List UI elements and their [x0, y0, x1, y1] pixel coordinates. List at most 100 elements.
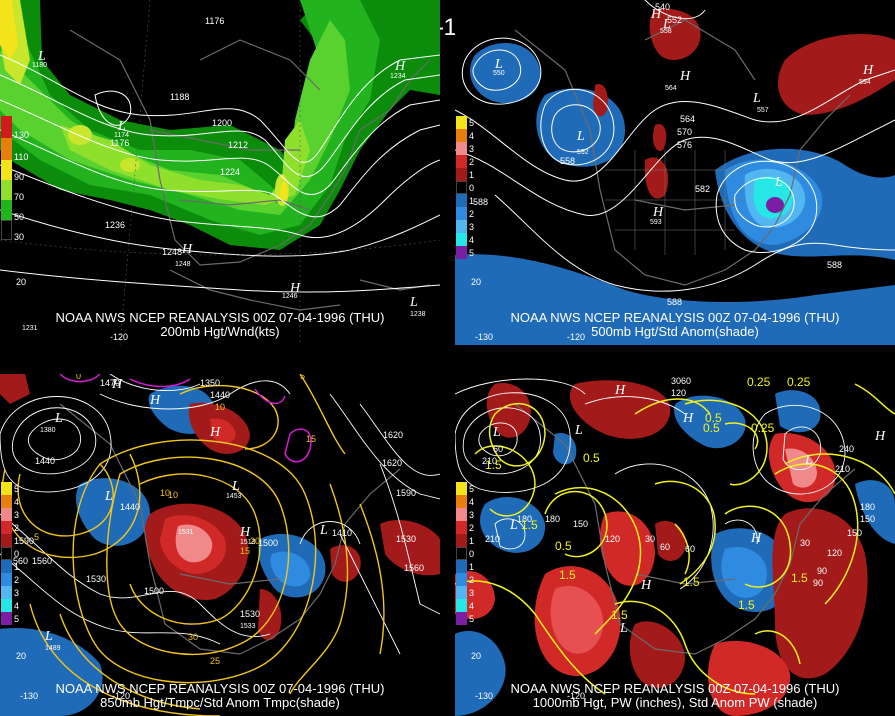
- legend-label: 1590: [14, 536, 35, 546]
- contour-label: 1453: [226, 493, 242, 500]
- low-pressure-marker: L: [231, 479, 240, 494]
- contour-label: 1620: [382, 458, 402, 468]
- legend-label: 4: [14, 497, 20, 507]
- low-pressure-marker: L: [492, 425, 501, 440]
- low-pressure-marker: L: [576, 129, 585, 144]
- contour-label: 1531: [178, 529, 194, 536]
- std-anomaly-legend: 5 4 3 2 1590 0 1 2 3 4 5: [1, 482, 34, 625]
- legend-label: 0: [469, 549, 475, 559]
- pw-label: 1.5: [791, 571, 808, 585]
- low-pressure-marker: L: [319, 523, 328, 538]
- axis-label: 20: [16, 651, 26, 661]
- contour-label: 150: [573, 519, 588, 529]
- legend-label: 1: [14, 562, 20, 572]
- temp-label: 0: [76, 374, 81, 381]
- contour-label: 582: [695, 184, 710, 194]
- map-1000mb: 3060 120 210 60 240 210 180 150 120 90 6…: [455, 375, 895, 716]
- low-pressure-marker: L: [804, 453, 813, 468]
- low-pressure-marker: L: [494, 57, 503, 72]
- contour-label: 1489: [45, 645, 61, 652]
- low-pressure-marker: L: [509, 518, 518, 533]
- contour-label: 1236: [105, 220, 125, 230]
- temp-label: 10: [168, 490, 178, 500]
- legend-label: 4: [469, 131, 475, 141]
- contour-label: 60: [685, 544, 695, 554]
- contour-label: 1410: [332, 528, 352, 538]
- panel-caption-variable: 200mb Hgt/Wnd(kts): [160, 324, 280, 339]
- contour-label: 588: [473, 197, 488, 207]
- high-pressure-marker: H: [111, 377, 123, 392]
- contour-label: 1440: [210, 390, 230, 400]
- panel-caption-source: NOAA NWS NCEP REANALYSIS 00Z 07-04-1996 …: [510, 310, 840, 325]
- contour-label: 180: [517, 514, 532, 524]
- contour-label: 576: [677, 140, 692, 150]
- legend-label: 2: [469, 157, 475, 167]
- legend-label: 2: [14, 523, 20, 533]
- contour-label: 1234: [390, 73, 406, 80]
- legend-label: 0: [469, 183, 475, 193]
- low-pressure-marker: L: [409, 295, 418, 310]
- contour-label: 120: [827, 548, 842, 558]
- contour-label: 564: [680, 114, 695, 124]
- map-200mb: 1176 1180 1188 1176 1200 1212 1224 1236 …: [0, 0, 440, 345]
- axis-label: -120: [567, 332, 585, 342]
- legend-label: 90: [14, 172, 25, 182]
- panel-1000mb-height-pw: 3060 120 210 60 240 210 180 150 120 90 6…: [455, 374, 895, 716]
- contour-label: 1231: [22, 325, 38, 332]
- panel-caption-variable: 500mb Hgt/Std Anom(shade): [591, 324, 759, 339]
- contour-label: 180: [545, 514, 560, 524]
- std-anomaly-legend: 5 4 3 2 1 0 1 2 3 4 5: [456, 116, 474, 259]
- legend-label: 3: [14, 510, 20, 520]
- contour-label: 570: [677, 127, 692, 137]
- high-pressure-marker: H: [149, 393, 161, 408]
- high-pressure-marker: H: [614, 383, 626, 398]
- legend-label: 3: [469, 222, 475, 232]
- axis-label: -120: [567, 691, 585, 701]
- contour-label: 150: [860, 514, 875, 524]
- low-pressure-marker: L: [752, 91, 761, 106]
- contour-label: 1620: [383, 430, 403, 440]
- high-pressure-marker: H: [652, 205, 664, 220]
- axis-label: 20: [471, 651, 481, 661]
- map-850mb: 1470 1350 1440 1380 1440 1620 1590 1560 …: [0, 374, 440, 716]
- low-pressure-marker: L: [44, 629, 53, 644]
- contour-label: 588: [827, 260, 842, 270]
- contour-label: 60: [493, 444, 503, 454]
- legend-label: 50: [14, 212, 25, 222]
- contour-label: 588: [667, 297, 682, 307]
- contour-label: 557: [757, 107, 769, 114]
- high-pressure-marker: H: [209, 425, 221, 440]
- contour-label: 1180: [32, 62, 47, 69]
- contour-label: 180: [860, 502, 875, 512]
- contour-label: 552: [667, 15, 682, 25]
- legend-label: 5: [469, 118, 475, 128]
- panel-caption-variable: 1000mb Hgt, PW (inches), Std Anom PW (sh…: [532, 695, 818, 710]
- low-pressure-marker: L: [774, 175, 783, 190]
- high-pressure-marker: H: [650, 7, 662, 22]
- contour-label: 1176: [110, 138, 129, 148]
- legend-label: 3: [469, 510, 475, 520]
- contour-label: 1200: [212, 118, 232, 128]
- pw-label: 1.5: [611, 608, 628, 622]
- high-pressure-marker: H: [750, 531, 762, 546]
- pw-label: 1.5: [559, 568, 576, 582]
- legend-label: 3: [469, 144, 475, 154]
- contour-label: 1212: [228, 140, 248, 150]
- temp-label: 5: [34, 532, 39, 542]
- contour-label: 1530: [240, 609, 260, 619]
- contour-label: 30: [645, 534, 655, 544]
- legend-label: 5: [14, 484, 20, 494]
- contour-label: 1530: [86, 574, 106, 584]
- axis-label: 20: [16, 277, 26, 287]
- contour-label: 1188: [170, 92, 189, 102]
- contour-label: 90: [813, 578, 823, 588]
- temp-label: 15: [306, 434, 316, 444]
- high-pressure-marker: H: [289, 281, 301, 296]
- contour-label: 1513: [240, 539, 256, 546]
- panel-500mb-height-anomaly: 540 552 558 564 570 576 582 588 588 588 …: [455, 0, 895, 345]
- contour-label: 1248: [175, 261, 191, 268]
- temp-label: 30: [188, 632, 198, 642]
- pw-label: 1.5: [738, 598, 755, 612]
- contour-label: 1440: [120, 502, 140, 512]
- pw-label: 0.25: [747, 375, 771, 389]
